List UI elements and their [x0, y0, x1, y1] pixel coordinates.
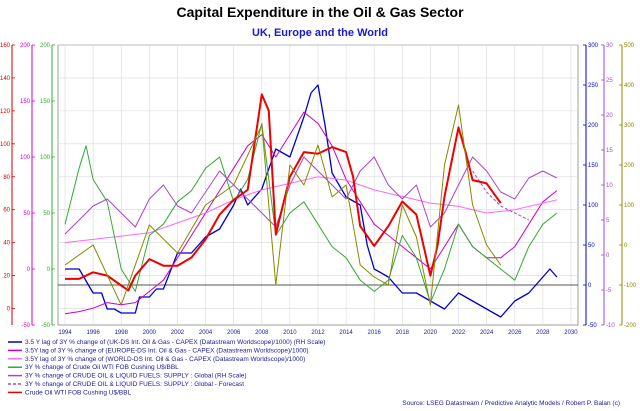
y-tick-label-a1: 120	[0, 109, 11, 115]
series-line-7	[64, 104, 502, 306]
y-tick-label-a6: -200	[624, 323, 637, 329]
y-tick-label-a6: 0	[624, 243, 628, 249]
y-tick-label-a4: 250	[588, 83, 599, 89]
y-tick-label-a3: 0	[47, 267, 51, 273]
y-tick-label-a1: 40	[3, 241, 10, 247]
series-line-6	[65, 93, 502, 292]
axes: 1994 1996 1998 2000 2002 2004 2006 2008 2010 2012…	[0, 43, 637, 336]
y-tick-label-a1: 60	[3, 208, 10, 214]
y-tick-label-a4: 100	[588, 203, 599, 209]
series-line-0	[65, 84, 558, 318]
x-tick-label: 2024	[480, 330, 494, 336]
y-tick-label-a1: 0	[7, 307, 11, 313]
legend-entry: 3Y % change of CRUDE OIL & LIQUID FUELS:…	[25, 373, 247, 380]
y-tick-label-a3: -50	[41, 323, 50, 329]
legend-entry: 3.5 Y lag of 3Y % change of (UK-DS Int. …	[25, 339, 325, 346]
y-tick-label-a3: 50	[43, 211, 50, 217]
y-tick-label-a6: 400	[624, 83, 635, 89]
y-tick-label-a2: 100	[20, 155, 31, 161]
legend-entry: 3Y % change of CRUDE OIL & LIQUID FUELS:…	[25, 381, 244, 388]
x-tick-label: 2018	[396, 330, 410, 336]
x-tick-label: 1998	[115, 330, 129, 336]
legend-entry: 3.5Y lag of 3Y % change of (WORLD-DS Int…	[25, 356, 305, 363]
chart-subtitle: UK, Europe and the World	[252, 27, 388, 39]
x-tick-label: 2000	[143, 330, 157, 336]
x-tick-label: 2006	[227, 330, 241, 336]
legend-entry: 3.5Y lag of 3Y % change of (EUROPE-DS In…	[25, 347, 309, 354]
x-tick-label: 2026	[508, 330, 522, 336]
y-tick-label-a1: 160	[0, 43, 11, 49]
chart-title: Capital Expenditure in the Oil & Gas Sec…	[176, 4, 464, 20]
x-tick-label: 2022	[452, 330, 466, 336]
y-tick-label-a1: 100	[0, 142, 11, 148]
series-line-2	[64, 176, 558, 244]
y-tick-label-a3: 150	[40, 99, 51, 105]
y-tick-label-a5: -10	[606, 323, 615, 329]
y-tick-label-a2: 50	[23, 211, 30, 217]
legend: 3.5 Y lag of 3Y % change of (UK-DS Int. …	[8, 339, 325, 396]
x-tick-label: 2010	[283, 330, 297, 336]
y-tick-label-a5: -5	[606, 288, 612, 294]
legend-entry: 3Y % change of Crude Oil WTI FOB Cushing…	[25, 364, 179, 371]
y-tick-label-a5: 0	[606, 253, 610, 259]
y-tick-label-a5: 10	[606, 183, 613, 189]
x-tick-label: 2014	[339, 330, 353, 336]
y-tick-label-a4: -50	[588, 323, 597, 329]
y-tick-label-a6: 200	[624, 163, 635, 169]
y-tick-label-a2: -50	[21, 323, 30, 329]
x-tick-label: 2028	[536, 330, 550, 336]
x-tick-label: 2016	[368, 330, 382, 336]
y-tick-label-a4: 200	[588, 123, 599, 129]
x-tick-label: 2004	[199, 330, 213, 336]
x-tick-label: 2008	[255, 330, 269, 336]
y-tick-label-a5: 30	[606, 43, 613, 49]
legend-entry: Crude Oil WTI FOB Cushing U$/BBL	[25, 389, 132, 396]
series-line-5	[472, 170, 530, 221]
y-tick-label-a6: 500	[624, 43, 635, 49]
y-tick-label-a5: 15	[606, 148, 613, 154]
y-tick-label-a6: 100	[624, 203, 635, 209]
chart-source: Source: LSEG Datastream / Predictive Ana…	[402, 400, 620, 407]
y-tick-label-a4: 0	[588, 283, 592, 289]
y-tick-label-a4: 300	[588, 43, 599, 49]
y-tick-label-a4: 50	[588, 243, 595, 249]
series-line-3	[64, 122, 558, 304]
y-tick-label-a2: 150	[20, 99, 31, 105]
y-tick-label-a1: 140	[0, 76, 11, 82]
y-tick-label-a2: 200	[20, 43, 31, 49]
x-tick-label: 2012	[311, 330, 325, 336]
grid	[57, 44, 579, 326]
x-tick-label: 2002	[171, 330, 185, 336]
y-tick-label-a2: 0	[27, 267, 31, 273]
y-tick-label-a6: -100	[624, 283, 637, 289]
y-tick-label-a6: 300	[624, 123, 635, 129]
x-tick-label: 2030	[564, 330, 578, 336]
y-tick-label-a3: 100	[40, 155, 51, 161]
y-tick-label-a5: 5	[606, 218, 610, 224]
series-layer	[64, 84, 558, 318]
y-tick-label-a3: 200	[40, 43, 51, 49]
x-tick-label: 2020	[424, 330, 438, 336]
y-tick-label-a4: 150	[588, 163, 599, 169]
y-tick-label-a1: 20	[3, 274, 10, 280]
x-tick-label: 1996	[86, 330, 100, 336]
x-tick-label: 1994	[58, 330, 72, 336]
y-tick-label-a1: 80	[3, 175, 10, 181]
y-tick-label-a5: 25	[606, 78, 613, 84]
y-tick-label-a5: 20	[606, 113, 613, 119]
